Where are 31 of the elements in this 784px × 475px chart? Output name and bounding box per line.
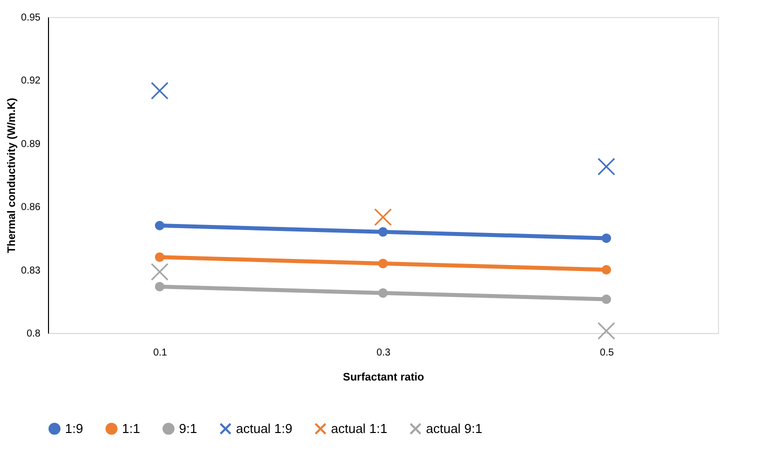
point xyxy=(154,252,164,262)
y-tick-label: 0.86 xyxy=(21,202,41,214)
y-tick-label: 0.95 xyxy=(21,12,41,24)
legend-label: 9:1 xyxy=(179,420,198,436)
point xyxy=(378,258,388,268)
legend-label: actual 1:9 xyxy=(236,420,292,436)
point xyxy=(602,265,612,275)
legend-label: actual 9:1 xyxy=(426,420,482,436)
x-tick-label: 0.5 xyxy=(600,348,614,358)
point xyxy=(597,322,616,340)
point xyxy=(602,294,612,304)
legend-label: actual 1:1 xyxy=(331,420,388,436)
point xyxy=(154,220,164,230)
y-tick-label: 0.92 xyxy=(21,76,41,87)
y-tick-label: 0.8 xyxy=(26,328,41,340)
x-tick-label: 0.1 xyxy=(153,348,168,358)
y-tick-label: 0.89 xyxy=(21,138,41,150)
point xyxy=(378,227,388,237)
x-axis-title: Surfactant ratio xyxy=(342,372,424,384)
point xyxy=(597,158,616,176)
legend-label: 1:1 xyxy=(122,420,140,436)
point xyxy=(374,208,392,226)
legend-label: 1:9 xyxy=(65,420,84,436)
y-axis-title: Thermal conductivity (W/m.K) xyxy=(6,98,18,254)
point xyxy=(150,263,169,281)
y-tick-label: 0.83 xyxy=(21,265,41,276)
x-tick-label: 0.3 xyxy=(376,348,391,358)
point xyxy=(150,82,169,100)
point xyxy=(602,233,612,243)
point xyxy=(154,282,164,292)
point xyxy=(378,288,388,298)
